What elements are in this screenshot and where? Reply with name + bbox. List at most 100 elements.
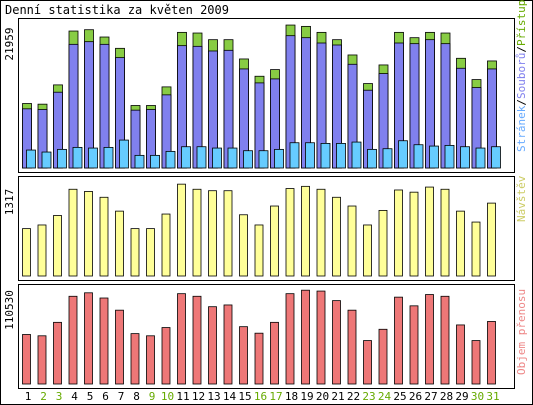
visits-bar	[22, 228, 31, 277]
kbytes-bar	[471, 340, 481, 385]
day-tick-label: 28	[440, 390, 453, 403]
kbytes-bar	[208, 306, 217, 385]
day-tick-label: 21	[331, 390, 344, 403]
legend-separator: /	[515, 99, 528, 106]
pages-bar	[150, 154, 160, 169]
visits-bar	[270, 205, 279, 277]
pages-bar	[429, 145, 439, 169]
kbytes-bar	[347, 309, 357, 385]
visits-bar	[285, 188, 295, 277]
day-tick-label: 23	[362, 390, 375, 403]
day-tick-label: 2	[40, 390, 47, 403]
visits-bar	[471, 221, 481, 277]
pages-bar	[119, 139, 129, 169]
y-max-label: 21959	[3, 27, 16, 60]
visits-bar	[115, 210, 124, 277]
legend-hits-files-pages: Stránek/Souborů/Přístupů	[515, 0, 528, 152]
visits-bar	[378, 209, 388, 277]
pages-bar	[398, 140, 408, 169]
kbytes-bar	[223, 304, 233, 385]
visits-bar	[99, 196, 109, 277]
day-tick-label: 10	[161, 390, 174, 403]
day-tick-label: 15	[238, 390, 251, 403]
kbytes-bar	[456, 324, 465, 385]
kbytes-bar	[68, 295, 78, 385]
visits-bar	[192, 188, 202, 277]
day-tick-label: 6	[102, 390, 109, 403]
day-tick-label: 27	[424, 390, 437, 403]
pages-bar	[212, 147, 222, 169]
visits-bar	[440, 188, 450, 277]
pages-bar	[88, 147, 98, 169]
pages-bar	[351, 141, 362, 169]
pages-bar	[413, 144, 424, 169]
visits-bar	[68, 188, 78, 277]
day-tick-label: 30	[471, 390, 484, 403]
legend-separator: /	[515, 46, 528, 53]
pages-bar	[491, 146, 501, 169]
visits-bar	[177, 183, 186, 277]
pages-bar	[243, 150, 253, 169]
kbytes-bar	[270, 321, 279, 385]
visits-bar	[239, 214, 248, 277]
legend-hits: Přístupů	[515, 0, 528, 46]
pages-bar	[289, 142, 300, 169]
visits-bar	[84, 191, 93, 277]
pages-bar	[196, 146, 207, 169]
day-tick-label: 16	[254, 390, 267, 403]
kbytes-bar	[487, 321, 496, 385]
pages-bar	[274, 148, 284, 169]
visits-bar	[425, 186, 434, 277]
kbytes-bar	[99, 297, 109, 385]
day-tick-label: 26	[409, 390, 422, 403]
visits-bar	[394, 189, 403, 277]
day-tick-label: 25	[393, 390, 406, 403]
kbytes-bar	[316, 290, 326, 385]
legend-kbytes: Objem přenosu	[515, 289, 528, 375]
day-tick-label: 11	[176, 390, 189, 403]
chart-title: Denní statistika za květen 2009	[5, 3, 229, 17]
visits-bar	[301, 185, 310, 277]
pages-bar	[382, 148, 393, 169]
kbytes-bar	[239, 326, 248, 385]
visits-bar	[146, 228, 155, 277]
day-tick-label: 12	[192, 390, 205, 403]
pages-bar	[444, 144, 455, 169]
visits-bar	[254, 224, 264, 277]
day-tick-label: 8	[133, 390, 140, 403]
kbytes-bar	[22, 334, 31, 385]
legend: Stránek/Souborů/Přístupů Návštěv Objem pře…	[515, 0, 528, 375]
day-tick-label: 18	[285, 390, 298, 403]
pages-bar	[57, 148, 67, 169]
day-tick-label: 1	[25, 390, 32, 403]
legend-visits: Návštěv	[515, 175, 528, 222]
day-tick-label: 22	[347, 390, 360, 403]
pages-bar	[475, 147, 486, 169]
day-tick-label: 13	[207, 390, 220, 403]
legend-files: Souborů	[515, 53, 528, 99]
pages-bar	[103, 146, 114, 169]
kbytes-bar	[115, 309, 124, 385]
pages-bar	[320, 142, 331, 169]
day-tick-label: 5	[87, 390, 94, 403]
day-tick-label: 3	[56, 390, 63, 403]
day-tick-label: 24	[378, 390, 392, 403]
pages-bar	[165, 150, 176, 169]
pages-bar	[26, 149, 36, 169]
visits-bar	[208, 190, 217, 277]
y-max-label: 110530	[3, 290, 16, 330]
visits-bar	[130, 228, 140, 277]
day-tick-label: 19	[300, 390, 313, 403]
kbytes-bar	[130, 333, 140, 385]
pages-bar	[41, 151, 52, 169]
hits-files-pages-panel: 21959	[3, 18, 515, 173]
visits-bar	[409, 191, 419, 277]
kbytes-bar	[177, 293, 186, 385]
day-tick-label: 14	[223, 390, 237, 403]
kbytes-bar	[53, 321, 62, 385]
day-tick-label: 20	[316, 390, 329, 403]
day-tick-label: 4	[71, 390, 78, 403]
visits-bar	[487, 202, 496, 277]
kbytes-bar	[254, 332, 264, 385]
visits-bar	[332, 196, 341, 277]
